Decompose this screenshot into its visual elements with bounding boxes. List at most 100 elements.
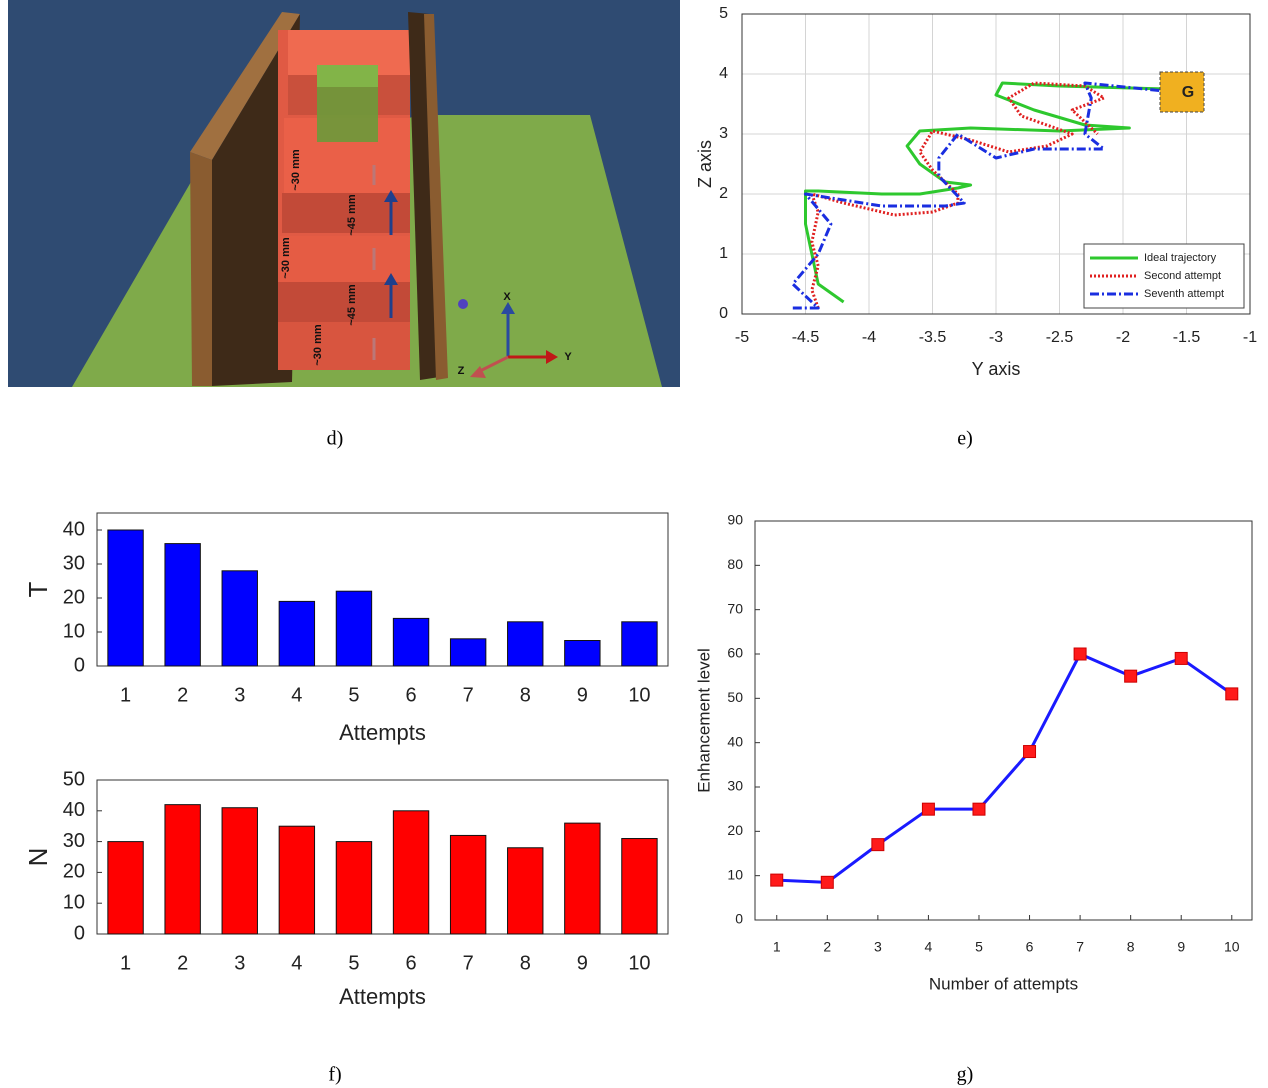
y-tick-label: 10 <box>63 891 85 913</box>
x-tick-label: 6 <box>1026 939 1034 955</box>
caption: d) <box>327 428 344 450</box>
x-tick-label: 3 <box>874 939 882 955</box>
bar <box>107 529 144 667</box>
x-tick-label: 8 <box>520 952 531 974</box>
bar <box>392 617 430 667</box>
marker <box>1124 669 1138 683</box>
right-wall-front <box>424 14 448 380</box>
y-tick-label: 20 <box>727 822 743 838</box>
marker <box>1073 647 1087 661</box>
bar <box>507 847 544 935</box>
x-tick-label: 2 <box>177 952 188 974</box>
y-axis-label: N <box>23 848 53 867</box>
x-tick-label: -3.5 <box>919 329 947 346</box>
bar <box>621 838 658 935</box>
cube-top <box>317 65 378 87</box>
arrowhead <box>501 302 515 314</box>
legend-label: Ideal trajectory <box>1144 252 1217 264</box>
chart: 0 10 20 30 40 50 Attempts N 1 2 3 4 5 6 7 8 9 10 <box>23 768 669 1009</box>
annotation: G <box>1182 84 1194 101</box>
y-tick-label: 50 <box>727 689 743 705</box>
x-tick-label: 7 <box>463 952 474 974</box>
x-tick-label: 8 <box>1127 939 1135 955</box>
sphere <box>458 299 468 309</box>
chart: 0 10 20 30 40 Attempts T 1 2 3 4 5 6 7 8 9 10 <box>23 512 669 745</box>
marker <box>1174 651 1188 665</box>
bar <box>564 822 601 935</box>
x-axis-label: Attempts <box>339 984 426 1009</box>
x-tick-label: 1 <box>773 939 781 955</box>
bar <box>507 621 544 667</box>
marker <box>1023 745 1037 759</box>
marker <box>921 802 935 816</box>
bar <box>107 841 144 935</box>
y-tick-label: 0 <box>74 922 85 944</box>
x-tick-label: 6 <box>405 952 416 974</box>
caption: f) <box>328 1064 341 1086</box>
y-tick-label: 10 <box>727 866 743 882</box>
bar <box>449 834 487 935</box>
marker <box>972 802 986 816</box>
legend-label: Seventh attempt <box>1144 288 1224 300</box>
bar <box>278 825 316 935</box>
x-tick-label: -3 <box>989 329 1003 346</box>
x-tick-label: 9 <box>577 684 588 706</box>
y-axis-label: Z axis <box>695 140 715 188</box>
y-tick-label: 40 <box>63 518 85 540</box>
dimension-label: ~30 mm <box>290 149 302 190</box>
x-tick-label: 3 <box>234 952 245 974</box>
y-axis-label: T <box>23 581 53 597</box>
triad-label: Y <box>564 351 572 363</box>
y-tick-label: 10 <box>63 620 85 642</box>
y-tick-label: 30 <box>63 552 85 574</box>
x-axis-label: Y axis <box>972 359 1021 379</box>
x-tick-label: 5 <box>348 684 359 706</box>
bar <box>392 810 430 935</box>
left-wall-front <box>190 152 212 386</box>
plot-frame <box>96 779 669 935</box>
y-tick-label: 2 <box>719 185 728 202</box>
marker <box>770 873 784 887</box>
dimension-label: ~30 mm <box>280 237 292 278</box>
y-tick-label: 40 <box>63 799 85 821</box>
x-tick-label: 7 <box>1076 939 1084 955</box>
step <box>278 282 410 322</box>
dimension-label: ~45 mm <box>346 194 358 235</box>
dimension-label: ~30 mm <box>312 324 324 365</box>
y-tick-label: 20 <box>63 586 85 608</box>
bar <box>621 621 658 667</box>
x-tick-label: 9 <box>577 952 588 974</box>
triad-label: X <box>503 291 511 303</box>
x-tick-label: -2 <box>1116 329 1130 346</box>
x-tick-label: -5 <box>735 329 749 346</box>
y-tick-label: 1 <box>719 245 728 262</box>
step <box>280 236 410 282</box>
x-tick-label: -4 <box>862 329 876 346</box>
bar <box>449 638 487 667</box>
dimension-label: ~45 mm <box>346 284 358 325</box>
x-tick-label: 4 <box>291 952 302 974</box>
plot-frame <box>741 13 1251 315</box>
y-tick-label: 0 <box>74 654 85 676</box>
y-tick-label: 0 <box>719 305 728 322</box>
x-tick-label: 4 <box>925 939 933 955</box>
x-tick-label: 9 <box>1177 939 1185 955</box>
x-tick-label: 10 <box>628 684 650 706</box>
bar <box>335 841 373 935</box>
x-tick-label: 3 <box>234 684 245 706</box>
x-tick-label: 2 <box>823 939 831 955</box>
y-tick-label: 60 <box>727 645 743 661</box>
chart: 0 10 20 30 40 50 60 70 80 90 1 2 3 4 5 6 7 8 9 10 Number of … <box>694 512 1253 993</box>
x-tick-label: 5 <box>348 952 359 974</box>
x-tick-label: 10 <box>628 952 650 974</box>
arrowhead <box>470 366 486 378</box>
y-tick-label: 50 <box>63 768 85 790</box>
bar <box>221 807 258 935</box>
bar <box>278 600 316 667</box>
x-tick-label: 7 <box>463 684 474 706</box>
left-wall-top <box>190 12 300 160</box>
x-tick-label: 1 <box>120 684 131 706</box>
y-tick-label: 3 <box>719 125 728 142</box>
arrowhead <box>384 273 398 285</box>
caption: e) <box>957 428 973 450</box>
